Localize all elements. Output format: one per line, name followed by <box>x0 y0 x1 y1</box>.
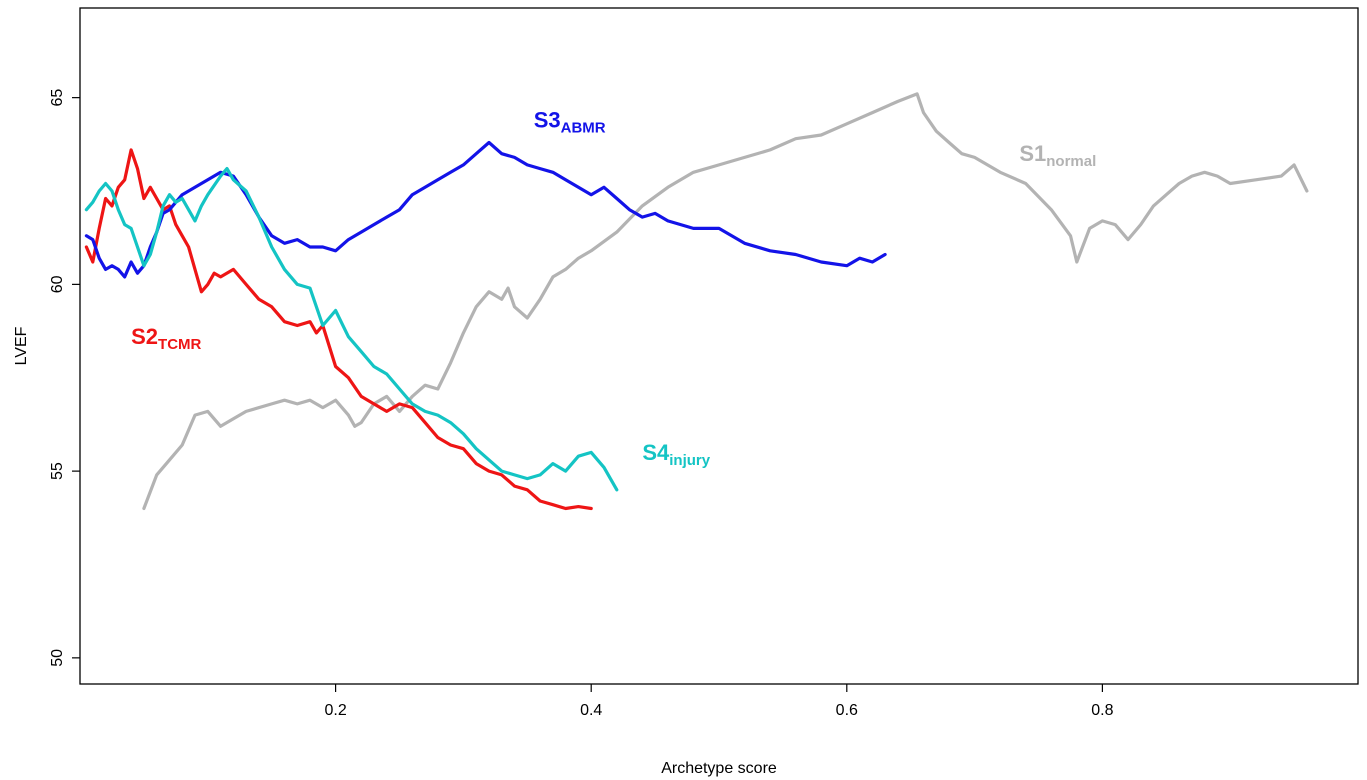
series-label-main: S4 <box>642 440 670 465</box>
series-label-subscript: ABMR <box>561 120 606 137</box>
x-tick-label: 0.4 <box>580 702 602 719</box>
x-tick-label: 0.6 <box>836 702 858 719</box>
series-label-main: S3 <box>534 108 561 133</box>
x-tick-label: 0.8 <box>1091 702 1113 719</box>
y-tick-label: 50 <box>49 649 66 667</box>
series-label-s3: S3ABMR <box>534 108 606 137</box>
y-tick-label: 55 <box>49 462 66 480</box>
x-tick-label: 0.2 <box>324 702 346 719</box>
y-tick-label: 65 <box>49 89 66 107</box>
series-label-subscript: injury <box>669 452 710 469</box>
series-line-s1 <box>142 92 1309 511</box>
x-axis-title: Archetype score <box>661 760 777 777</box>
series-line-s4 <box>84 167 619 492</box>
y-axis-title: LVEF <box>13 326 30 365</box>
series-labels: S1normal S2TCMR S3ABMR S4injury <box>131 108 1096 469</box>
series-line-s2 <box>84 148 593 511</box>
x-axis: 0.2 0.4 0.6 0.8 <box>324 684 1114 719</box>
series-line-s3 <box>84 140 887 279</box>
y-axis: 50 55 60 65 <box>49 89 80 667</box>
series-label-main: S1 <box>1019 141 1046 166</box>
series-label-main: S2 <box>131 324 158 349</box>
series-lines <box>84 92 1309 511</box>
plot-frame <box>79 7 1359 685</box>
series-label-subscript: TCMR <box>158 336 201 353</box>
y-tick-label: 60 <box>49 275 66 293</box>
series-label-s2: S2TCMR <box>131 324 201 353</box>
series-label-s1: S1normal <box>1019 141 1096 170</box>
series-label-s4: S4injury <box>642 440 710 469</box>
series-label-subscript: normal <box>1046 153 1096 170</box>
